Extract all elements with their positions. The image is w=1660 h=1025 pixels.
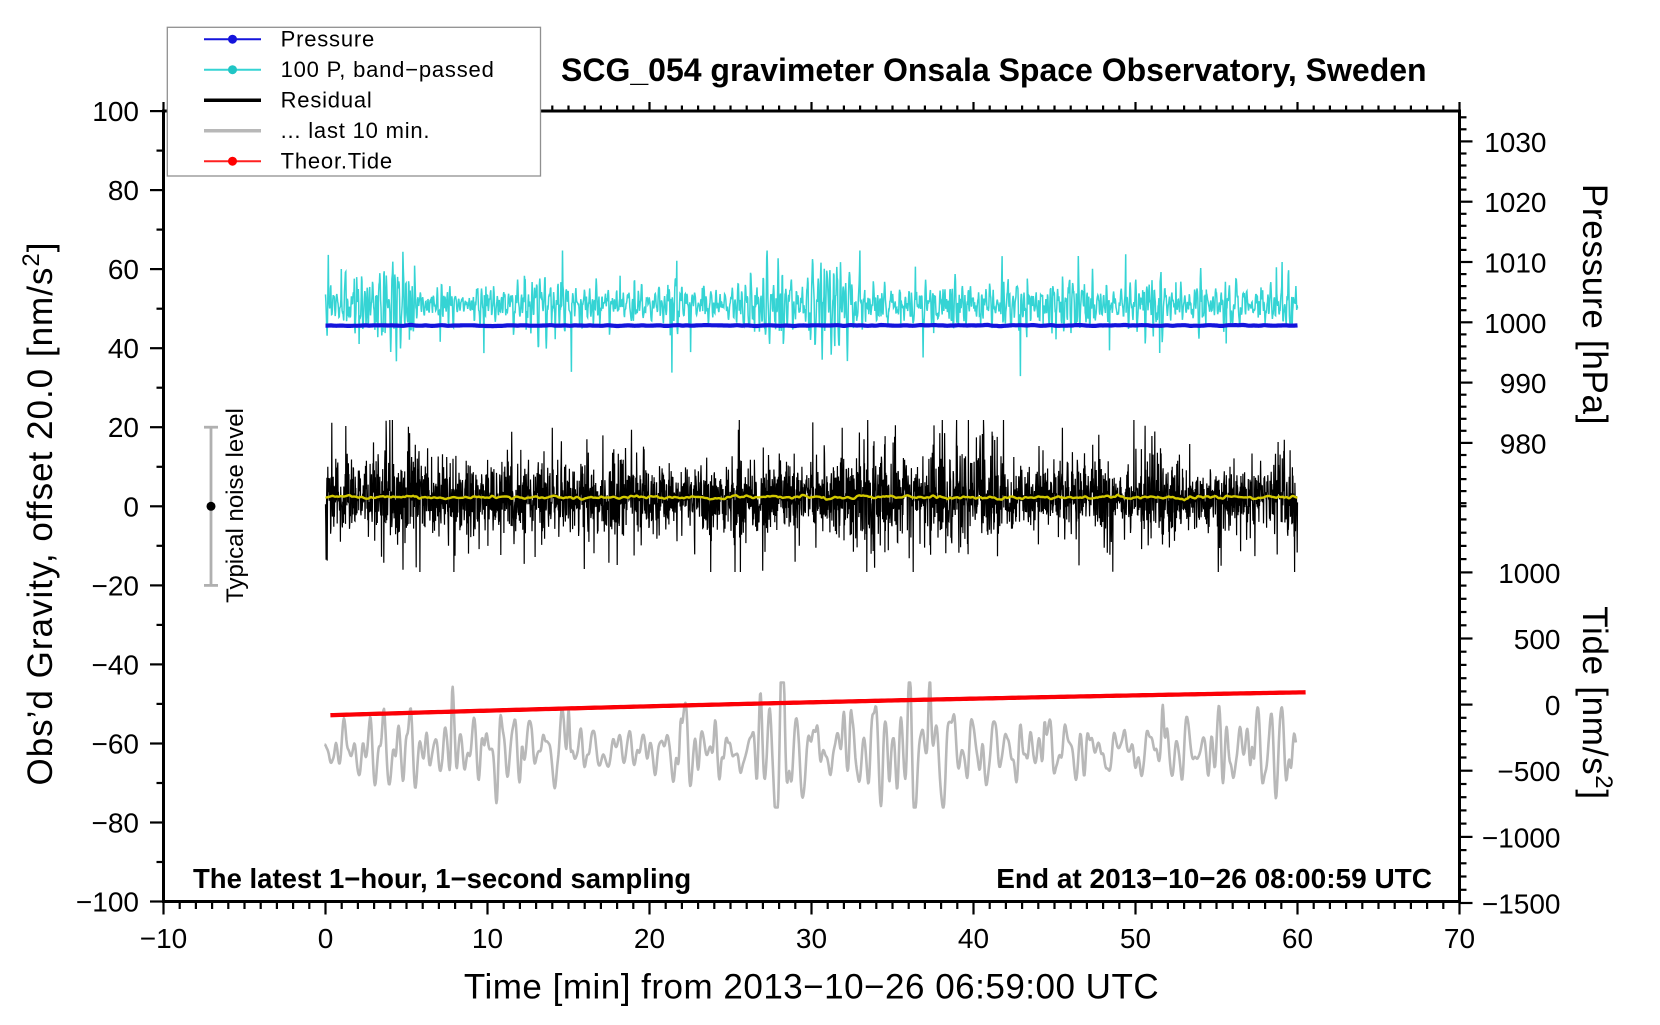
svg-text:500: 500 <box>1514 624 1561 655</box>
svg-text:End at 2013−10−26 08:00:59 UTC: End at 2013−10−26 08:00:59 UTC <box>996 863 1432 894</box>
svg-text:−1000: −1000 <box>1482 822 1561 853</box>
svg-text:0: 0 <box>1545 690 1561 721</box>
svg-text:... last 10 min.: ... last 10 min. <box>281 118 431 143</box>
svg-text:990: 990 <box>1500 368 1547 399</box>
svg-text:80: 80 <box>108 175 139 206</box>
svg-text:1030: 1030 <box>1484 127 1546 158</box>
svg-text:1000: 1000 <box>1498 558 1560 589</box>
svg-text:40: 40 <box>108 333 139 364</box>
svg-text:Tide [nm/s2]: Tide [nm/s2] <box>1575 606 1617 800</box>
svg-text:Pressure [hPa]: Pressure [hPa] <box>1575 184 1614 425</box>
svg-text:1000: 1000 <box>1484 308 1546 339</box>
svg-text:−10: −10 <box>140 923 188 954</box>
svg-text:1010: 1010 <box>1484 248 1546 279</box>
svg-text:−500: −500 <box>1497 756 1560 787</box>
svg-text:40: 40 <box>958 923 989 954</box>
svg-text:Residual: Residual <box>281 88 373 113</box>
svg-text:Typical noise level: Typical noise level <box>222 408 249 603</box>
svg-text:100: 100 <box>92 96 139 127</box>
svg-text:0: 0 <box>318 923 334 954</box>
svg-text:10: 10 <box>472 923 503 954</box>
svg-text:100 P, band−passed: 100 P, band−passed <box>281 57 495 82</box>
svg-text:Obs’d Gravity, offset 20.0 [nm: Obs’d Gravity, offset 20.0 [nm/s2] <box>18 241 60 785</box>
svg-text:Pressure: Pressure <box>281 27 375 52</box>
svg-text:20: 20 <box>108 412 139 443</box>
svg-text:−40: −40 <box>92 649 140 680</box>
svg-text:−60: −60 <box>92 729 140 760</box>
svg-text:Time [min] from 2013−10−26 06:: Time [min] from 2013−10−26 06:59:00 UTC <box>464 968 1159 1007</box>
svg-text:−20: −20 <box>92 570 140 601</box>
svg-text:−1500: −1500 <box>1482 889 1561 920</box>
svg-text:50: 50 <box>1120 923 1151 954</box>
svg-text:20: 20 <box>634 923 665 954</box>
svg-text:Theor.Tide: Theor.Tide <box>281 149 393 174</box>
svg-text:30: 30 <box>796 923 827 954</box>
svg-text:0: 0 <box>123 491 139 522</box>
svg-text:60: 60 <box>1282 923 1313 954</box>
svg-text:−100: −100 <box>76 887 139 918</box>
svg-text:60: 60 <box>108 254 139 285</box>
svg-text:The latest 1−hour, 1−second sa: The latest 1−hour, 1−second sampling <box>193 863 691 894</box>
svg-text:980: 980 <box>1500 428 1547 459</box>
svg-text:70: 70 <box>1444 923 1475 954</box>
svg-text:SCG_054 gravimeter Onsala Spac: SCG_054 gravimeter Onsala Space Observat… <box>561 52 1427 88</box>
svg-text:−80: −80 <box>92 808 140 839</box>
svg-text:1020: 1020 <box>1484 187 1546 218</box>
